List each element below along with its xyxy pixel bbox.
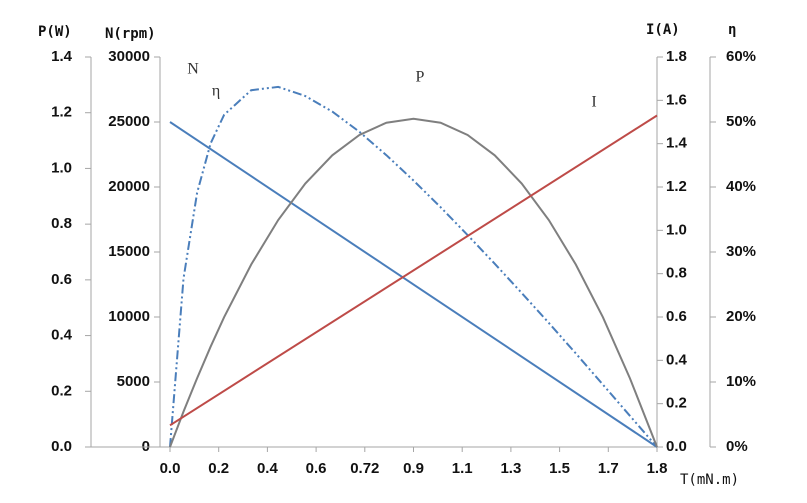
y-tick-label: 0.2	[666, 395, 687, 412]
y-tick-label: 0.0	[51, 438, 72, 455]
y-tick-label: 20%	[726, 308, 756, 325]
series-line	[169, 117, 658, 448]
curve-label: I	[591, 94, 596, 111]
x-tick-label: 0.0	[160, 460, 181, 477]
curve-label: N	[187, 61, 199, 78]
y-tick-label: 0	[142, 438, 150, 455]
y-tick-label: 0.4	[666, 351, 688, 368]
y-tick-label: 0.2	[51, 382, 72, 399]
eta-axis-title: η	[728, 22, 736, 38]
series-line	[169, 114, 658, 427]
y-tick-label: 40%	[726, 178, 756, 195]
p-axis-title: P(W)	[38, 24, 72, 40]
x-tick-label: 1.8	[647, 460, 668, 477]
y-tick-label: 1.2	[666, 178, 687, 195]
y-tick-label: 5000	[117, 373, 150, 390]
y-tick-label: 1.8	[666, 48, 687, 65]
x-tick-label: 0.6	[306, 460, 327, 477]
x-tick-label: 1.1	[452, 460, 473, 477]
y-tick-label: 0%	[726, 438, 748, 455]
y-tick-label: 0.6	[666, 308, 687, 325]
y-tick-label: 0.0	[666, 438, 687, 455]
y-tick-label: 0.8	[666, 265, 687, 282]
y-tick-label: 10%	[726, 373, 756, 390]
y-tick-label: 60%	[726, 48, 756, 65]
x-axis-title: T(mN.m)	[680, 472, 739, 488]
y-tick-label: 0.6	[51, 271, 72, 288]
x-tick-label: 0.2	[208, 460, 229, 477]
y-tick-label: 30%	[726, 243, 756, 260]
y-tick-label: 0.4	[51, 327, 73, 344]
x-tick-label: 1.7	[598, 460, 619, 477]
y-tick-label: 1.6	[666, 91, 687, 108]
i-axis-title: I(A)	[646, 22, 680, 38]
y-tick-label: 1.0	[51, 159, 72, 176]
x-tick-label: 1.3	[500, 460, 521, 477]
y-tick-label: 10000	[108, 308, 150, 325]
curve-label: P	[416, 69, 425, 86]
x-tick-label: 0.72	[350, 460, 379, 477]
y-tick-label: 20000	[108, 178, 150, 195]
y-tick-label: 1.0	[666, 221, 687, 238]
n-axis-title: N(rpm)	[105, 26, 156, 42]
y-tick-label: 30000	[108, 48, 150, 65]
y-tick-label: 1.4	[666, 135, 688, 152]
y-tick-label: 0.8	[51, 215, 72, 232]
series-line	[169, 85, 658, 448]
y-tick-label: 50%	[726, 113, 756, 130]
y-tick-label: 1.2	[51, 104, 72, 121]
y-tick-label: 15000	[108, 243, 150, 260]
x-tick-label: 1.5	[549, 460, 570, 477]
curve-label: η	[212, 83, 220, 100]
series-line	[169, 121, 658, 448]
y-tick-label: 1.4	[51, 48, 73, 65]
x-tick-label: 0.4	[257, 460, 279, 477]
y-tick-label: 25000	[108, 113, 150, 130]
x-tick-label: 0.9	[403, 460, 424, 477]
